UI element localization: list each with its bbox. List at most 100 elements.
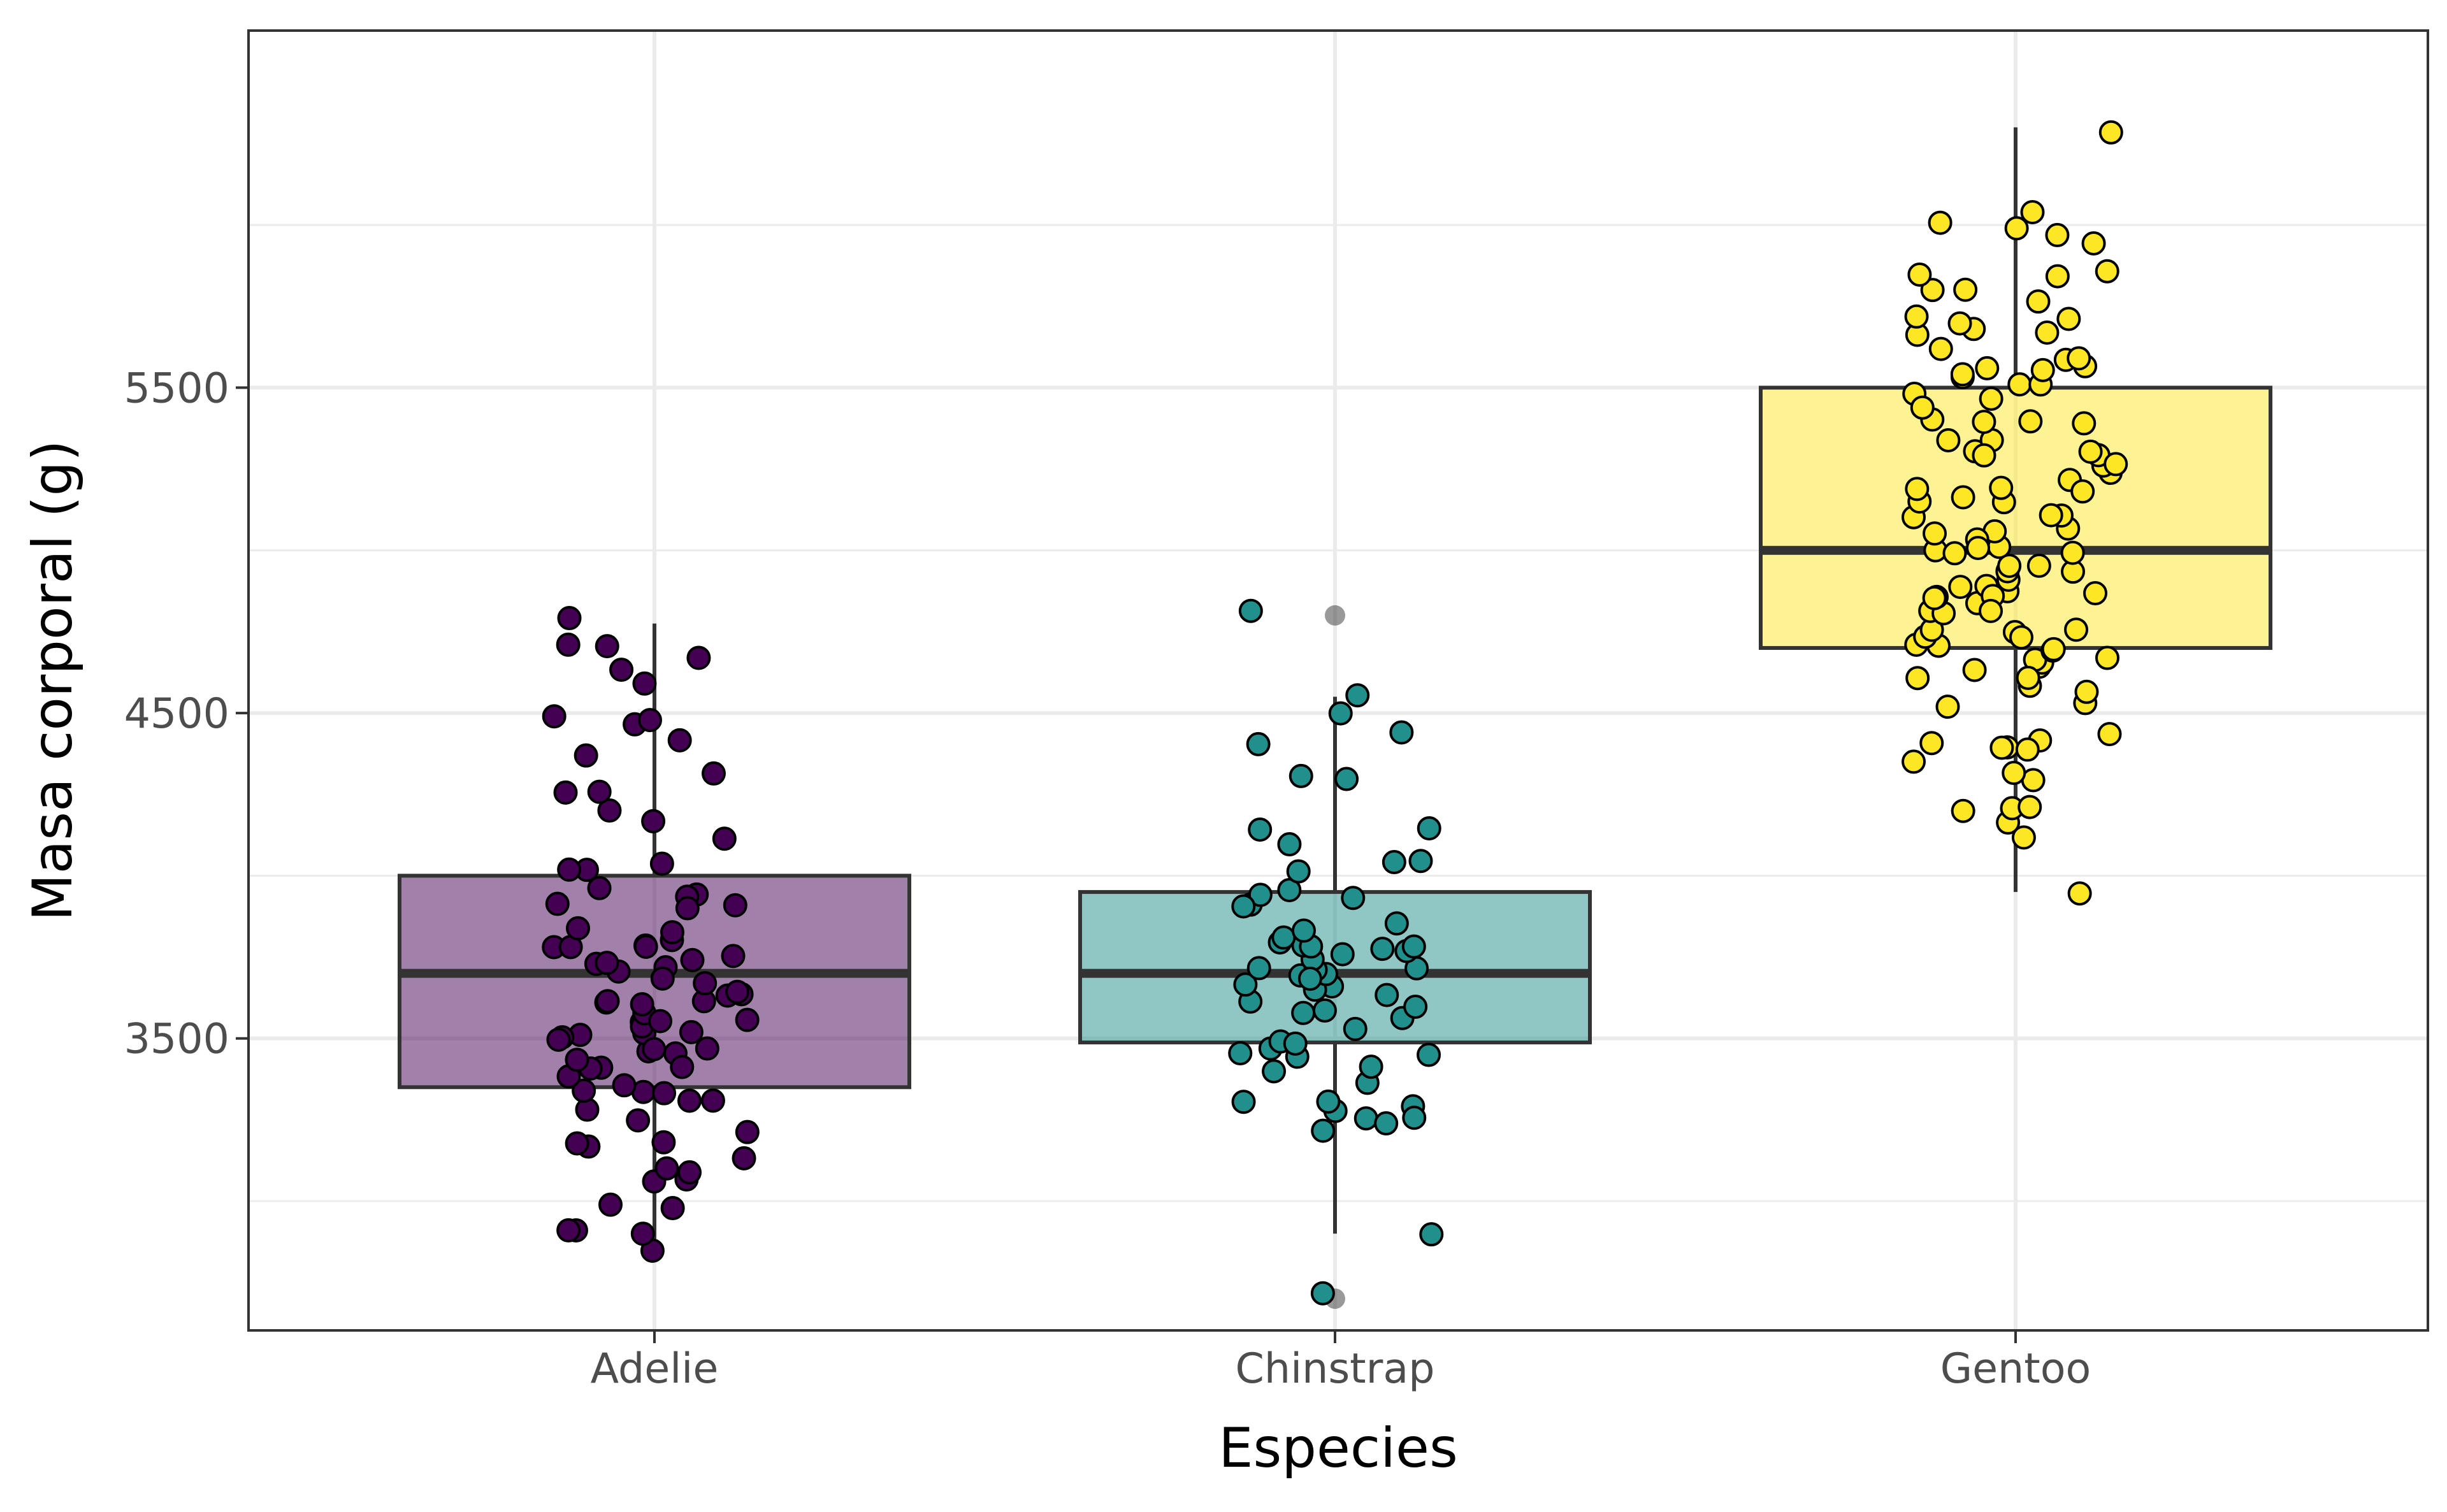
- data-point-gentoo: [2067, 346, 2091, 371]
- data-point-adelie: [565, 1048, 589, 1072]
- data-point-gentoo: [2007, 372, 2032, 397]
- data-point-adelie: [693, 971, 718, 996]
- data-point-gentoo: [1966, 536, 1991, 561]
- data-point-gentoo: [1935, 695, 1960, 719]
- data-point-gentoo: [2015, 737, 2040, 762]
- data-point-gentoo: [1975, 356, 2000, 380]
- data-point-adelie: [572, 1078, 596, 1103]
- data-point-chinstrap: [1330, 942, 1355, 967]
- data-point-gentoo: [1922, 586, 1947, 610]
- data-point-adelie: [700, 1088, 725, 1113]
- data-point-adelie: [632, 671, 657, 696]
- data-point-adelie: [648, 1009, 673, 1033]
- data-point-gentoo: [2035, 320, 2060, 345]
- data-point-chinstrap: [1283, 1031, 1308, 1056]
- data-point-gentoo: [2026, 289, 2051, 314]
- data-point-gentoo: [2070, 479, 2095, 504]
- data-point-gentoo: [1920, 278, 1945, 303]
- data-point-adelie: [566, 916, 591, 940]
- data-point-gentoo: [2016, 665, 2040, 690]
- x-tick-label: Gentoo: [1940, 1345, 2091, 1393]
- data-point-gentoo: [1948, 575, 1973, 600]
- data-point-gentoo: [2009, 625, 2033, 650]
- data-point-gentoo: [2018, 409, 2043, 434]
- data-point-adelie: [735, 1007, 760, 1032]
- data-point-gentoo: [1951, 485, 1975, 510]
- data-point-chinstrap: [1328, 701, 1353, 726]
- x-tick-label: Adelie: [591, 1345, 719, 1393]
- data-point-gentoo: [1953, 277, 1978, 302]
- data-point-gentoo: [2083, 581, 2108, 606]
- data-point-gentoo: [2060, 540, 2085, 565]
- data-point-gentoo: [2056, 306, 2081, 331]
- data-point-gentoo: [2018, 795, 2042, 819]
- data-point-adelie: [695, 1036, 719, 1061]
- data-point-chinstrap: [1353, 1106, 1378, 1131]
- data-point-adelie: [587, 779, 612, 804]
- data-point-adelie: [723, 893, 747, 918]
- data-point-adelie: [660, 920, 684, 945]
- data-point-adelie: [597, 798, 622, 823]
- data-point-adelie: [609, 658, 634, 682]
- data-point-chinstrap: [1375, 983, 1399, 1007]
- data-point-adelie: [675, 896, 700, 921]
- data-point-chinstrap: [1401, 934, 1426, 959]
- data-point-gentoo: [1989, 735, 2014, 760]
- data-point-chinstrap: [1312, 998, 1337, 1023]
- data-point-chinstrap: [1403, 995, 1428, 1019]
- data-point-chinstrap: [1359, 1055, 1383, 1079]
- data-point-gentoo: [1919, 731, 1944, 756]
- data-point-gentoo: [1910, 395, 1935, 420]
- data-point-adelie: [574, 743, 598, 768]
- data-point-chinstrap: [1246, 731, 1271, 756]
- data-point-chinstrap: [1262, 1059, 1287, 1084]
- data-point-chinstrap: [1417, 816, 1441, 840]
- data-point-gentoo: [1972, 410, 1996, 435]
- data-point-gentoo: [1902, 749, 1926, 774]
- data-point-gentoo: [2011, 825, 2036, 850]
- data-point-adelie: [642, 1037, 667, 1062]
- y-tick-label: 3500: [124, 1016, 229, 1063]
- y-tick-label: 5500: [124, 364, 229, 412]
- jitter-points: [542, 120, 2128, 1306]
- data-point-chinstrap: [1238, 598, 1263, 623]
- data-point-gentoo: [2002, 761, 2026, 786]
- data-point-adelie: [630, 1221, 655, 1246]
- data-point-gentoo: [1923, 521, 1947, 546]
- data-point-gentoo: [2045, 222, 2070, 247]
- x-axis-title: Especies: [1218, 1416, 1458, 1480]
- y-axis-title: Masa corporal (g): [21, 440, 85, 921]
- data-point-adelie: [633, 934, 658, 959]
- data-point-adelie: [542, 704, 567, 729]
- panel-border: [247, 29, 2429, 1332]
- data-point-adelie: [732, 1146, 756, 1170]
- data-point-adelie: [660, 1196, 685, 1221]
- data-point-chinstrap: [1389, 720, 1414, 745]
- data-point-gentoo: [2095, 645, 2119, 670]
- data-point-gentoo: [1989, 475, 2014, 500]
- data-point-chinstrap: [1370, 937, 1395, 961]
- data-point-gentoo: [2098, 120, 2123, 145]
- data-point-gentoo: [2095, 259, 2119, 284]
- data-point-gentoo: [2081, 231, 2106, 256]
- data-point-adelie: [735, 1120, 760, 1144]
- data-point-chinstrap: [1291, 1000, 1316, 1025]
- data-point-gentoo: [1979, 598, 2003, 623]
- data-point-adelie: [651, 1130, 676, 1155]
- data-point-adelie: [650, 966, 675, 991]
- data-point-chinstrap: [1288, 763, 1313, 788]
- data-point-adelie: [598, 1192, 623, 1217]
- data-point-chinstrap: [1291, 918, 1316, 943]
- data-point-gentoo: [1905, 666, 1930, 691]
- data-point-adelie: [701, 761, 726, 786]
- data-point-adelie: [677, 1160, 702, 1184]
- data-point-chinstrap: [1277, 832, 1302, 857]
- data-point-gentoo: [1905, 477, 1930, 501]
- data-point-adelie: [652, 1081, 677, 1105]
- data-point-gentoo: [2067, 881, 2092, 906]
- data-point-adelie: [595, 989, 620, 1014]
- data-point-gentoo: [2064, 617, 2089, 642]
- data-point-gentoo: [2039, 503, 2063, 528]
- data-point-adelie: [612, 1073, 637, 1098]
